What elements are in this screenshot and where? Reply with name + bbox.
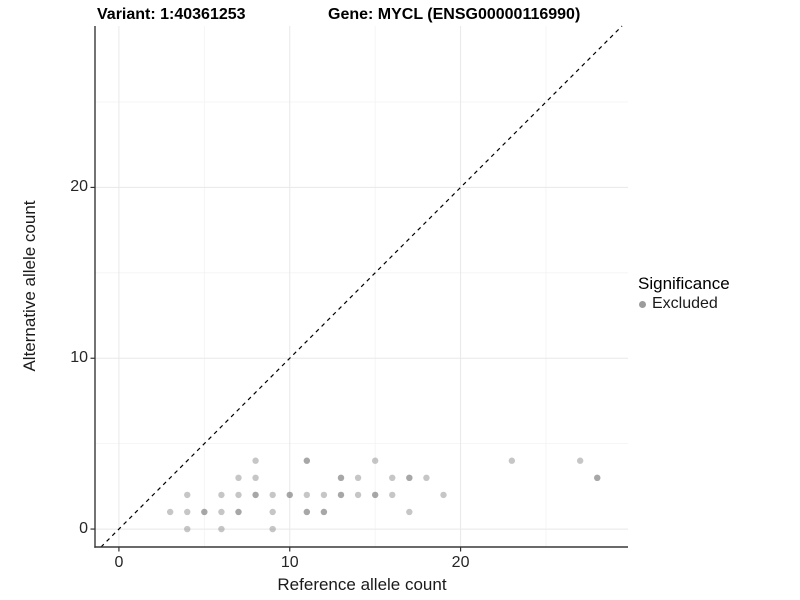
y-tick-label: 0 [79,520,88,538]
data-point [406,474,413,482]
legend-point-icon [639,300,646,308]
data-point [303,457,311,464]
data-point [389,491,396,499]
data-point [235,508,242,516]
data-point [389,474,396,482]
data-point [354,474,362,482]
data-point [303,457,311,464]
data-point [354,491,362,499]
legend: Significance Excluded [638,274,730,313]
data-point [218,491,225,499]
data-point [252,474,259,482]
data-point [303,508,311,516]
data-point [235,508,242,516]
plot-title-gene: Gene: MYCL (ENSG00000116990) [328,6,581,23]
data-point [406,508,413,516]
data-point [269,491,276,499]
data-point [303,491,311,499]
x-tick-label: 20 [451,554,470,571]
data-point [218,525,225,533]
data-point [252,457,259,464]
data-point [201,508,208,516]
data-point [594,474,601,482]
data-point [337,491,345,499]
data-point [371,457,379,464]
data-point [184,491,191,499]
plot-title-variant: Variant: 1:40361253 [97,6,246,23]
data-point [166,508,174,516]
data-point [269,525,276,533]
data-point [320,508,328,516]
data-point [235,491,242,499]
data-point [235,474,242,482]
data-point [320,508,328,516]
data-point [201,508,208,516]
data-point [337,491,345,499]
x-tick-label: 0 [114,554,124,571]
identity-line [100,25,623,548]
legend-item-excluded: Excluded [638,295,730,313]
y-axis-title: Alternative allele count [20,200,39,372]
data-point [286,491,293,499]
data-point [269,508,276,516]
data-point [406,474,413,482]
x-axis-title: Reference allele count [277,575,447,594]
y-tick-label: 10 [70,349,88,367]
data-point [423,474,430,482]
legend-item-label: Excluded [652,295,718,312]
data-point [303,508,311,516]
data-point [337,474,345,482]
data-point [337,474,345,482]
data-point [252,491,259,499]
data-point [252,491,259,499]
legend-title: Significance [638,274,730,293]
data-point [218,508,225,516]
data-point [184,508,191,516]
data-point [371,491,379,499]
data-point [594,474,601,482]
y-tick-label: 20 [70,178,88,196]
data-point [371,491,379,499]
x-tick-label: 10 [280,554,299,571]
data-point [508,457,516,464]
data-point [440,491,447,499]
data-point [576,457,584,464]
data-point [286,491,293,499]
data-point [184,525,191,533]
data-point [320,491,328,499]
